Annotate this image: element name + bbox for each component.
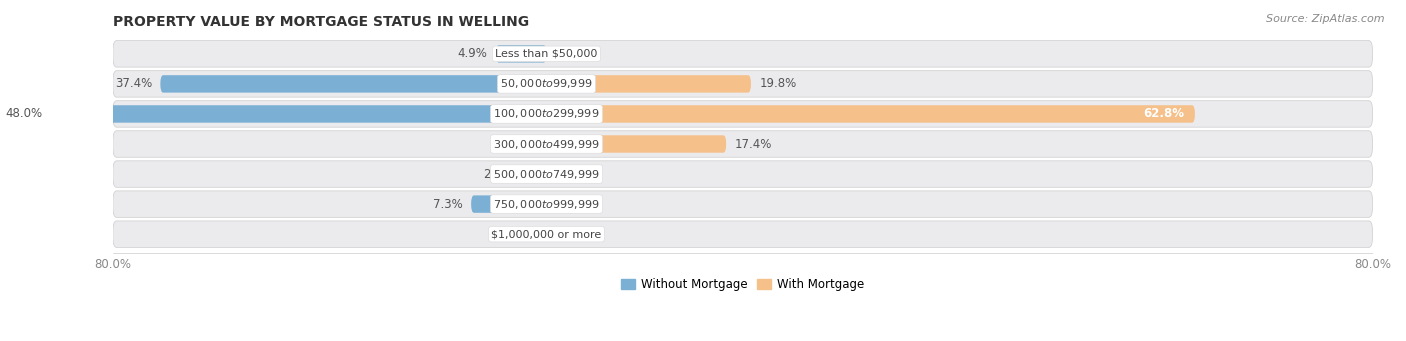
- Text: 0.0%: 0.0%: [555, 228, 585, 241]
- Text: 2.4%: 2.4%: [484, 167, 513, 180]
- Text: 48.0%: 48.0%: [6, 107, 42, 120]
- Text: $500,000 to $749,999: $500,000 to $749,999: [494, 167, 600, 180]
- FancyBboxPatch shape: [112, 41, 1372, 67]
- Text: 37.4%: 37.4%: [115, 77, 152, 90]
- Text: PROPERTY VALUE BY MORTGAGE STATUS IN WELLING: PROPERTY VALUE BY MORTGAGE STATUS IN WEL…: [112, 15, 529, 29]
- Text: 0.0%: 0.0%: [555, 47, 585, 60]
- FancyBboxPatch shape: [547, 105, 1195, 123]
- Text: 62.8%: 62.8%: [1143, 107, 1185, 120]
- Text: 19.8%: 19.8%: [759, 77, 796, 90]
- Text: $100,000 to $299,999: $100,000 to $299,999: [494, 107, 600, 120]
- FancyBboxPatch shape: [112, 101, 1372, 127]
- Text: $50,000 to $99,999: $50,000 to $99,999: [501, 77, 593, 90]
- FancyBboxPatch shape: [112, 221, 1372, 247]
- FancyBboxPatch shape: [471, 195, 547, 213]
- Text: 0.0%: 0.0%: [555, 167, 585, 180]
- Text: 7.3%: 7.3%: [433, 197, 463, 211]
- FancyBboxPatch shape: [112, 131, 1372, 157]
- Text: 4.9%: 4.9%: [458, 47, 488, 60]
- Text: Source: ZipAtlas.com: Source: ZipAtlas.com: [1267, 14, 1385, 24]
- FancyBboxPatch shape: [51, 105, 547, 123]
- FancyBboxPatch shape: [547, 135, 725, 153]
- Text: 0.0%: 0.0%: [509, 137, 538, 150]
- Text: $300,000 to $499,999: $300,000 to $499,999: [494, 137, 600, 150]
- Text: 0.0%: 0.0%: [555, 197, 585, 211]
- FancyBboxPatch shape: [522, 165, 547, 183]
- FancyBboxPatch shape: [496, 45, 547, 63]
- FancyBboxPatch shape: [112, 161, 1372, 187]
- Text: 0.0%: 0.0%: [509, 228, 538, 241]
- Legend: Without Mortgage, With Mortgage: Without Mortgage, With Mortgage: [616, 273, 869, 296]
- FancyBboxPatch shape: [112, 71, 1372, 97]
- Text: $1,000,000 or more: $1,000,000 or more: [491, 229, 602, 239]
- Text: Less than $50,000: Less than $50,000: [495, 49, 598, 59]
- FancyBboxPatch shape: [160, 75, 547, 93]
- Text: $750,000 to $999,999: $750,000 to $999,999: [494, 197, 600, 211]
- Text: 17.4%: 17.4%: [734, 137, 772, 150]
- FancyBboxPatch shape: [112, 191, 1372, 217]
- FancyBboxPatch shape: [547, 75, 751, 93]
